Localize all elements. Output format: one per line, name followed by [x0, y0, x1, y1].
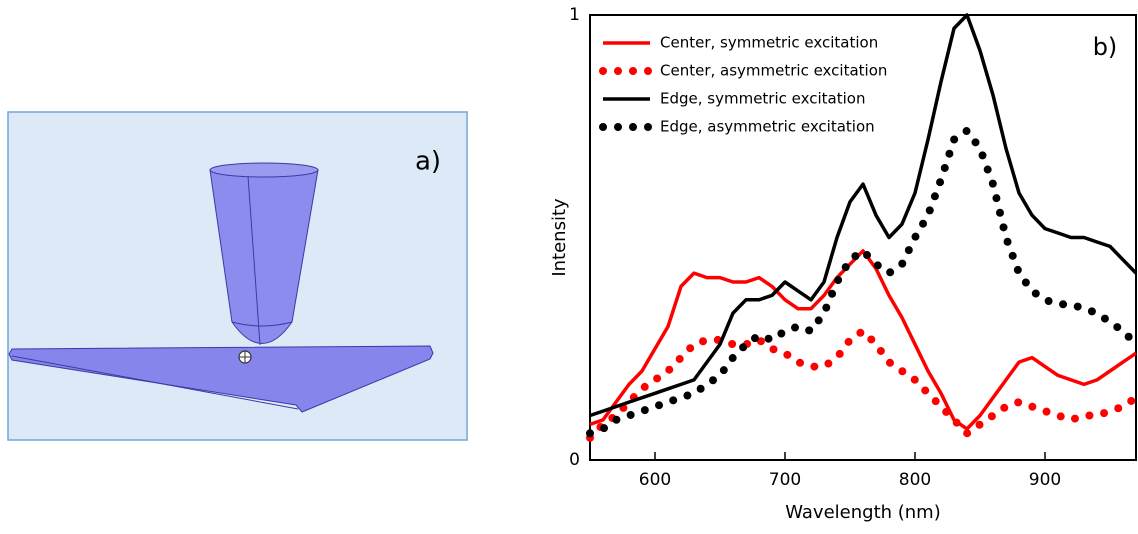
x-tick-label: 600	[639, 470, 671, 490]
legend-label: Edge, symmetric excitation	[660, 90, 865, 108]
x-tick-label: 700	[769, 470, 801, 490]
panel-label: b)	[1093, 33, 1118, 61]
x-tick-label: 900	[1029, 470, 1061, 490]
panel-label: a)	[415, 147, 441, 177]
legend-label: Center, symmetric excitation	[660, 34, 878, 52]
y-tick-label: 1	[569, 5, 580, 25]
legend-label: Edge, asymmetric excitation	[660, 118, 875, 136]
legend-label: Center, asymmetric excitation	[660, 62, 887, 80]
figure: a) 600 700 800 900 0 1 Wavelength (nm) Intensit…	[0, 0, 1138, 529]
plot-frame	[590, 15, 1136, 460]
y-tick-label: 0	[569, 450, 580, 470]
series-line	[590, 331, 1136, 438]
cone-top	[210, 163, 318, 177]
x-axis-label: Wavelength (nm)	[785, 502, 941, 523]
x-tick-label: 800	[899, 470, 931, 490]
panel-a: a)	[8, 112, 467, 440]
y-axis-label: Intensity	[549, 198, 570, 277]
